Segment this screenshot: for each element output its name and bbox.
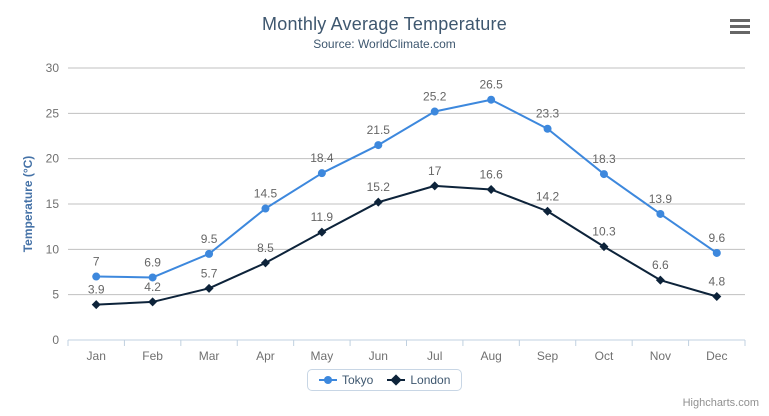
data-point[interactable] xyxy=(204,283,214,293)
y-axis-tick-label: 25 xyxy=(46,106,60,120)
data-point[interactable] xyxy=(712,248,721,257)
x-axis-tick-label: Mar xyxy=(199,349,220,363)
legend-item-london[interactable]: London xyxy=(387,373,450,387)
data-point[interactable] xyxy=(712,291,722,301)
data-point[interactable] xyxy=(655,275,665,285)
data-label: 21.5 xyxy=(367,123,391,137)
data-label: 14.5 xyxy=(254,187,278,201)
data-label: 9.5 xyxy=(201,232,218,246)
x-axis-tick-label: Jan xyxy=(87,349,106,363)
data-label: 16.6 xyxy=(479,167,503,181)
data-label: 4.2 xyxy=(144,280,161,294)
y-axis-tick-label: 15 xyxy=(46,197,60,211)
data-point[interactable] xyxy=(430,107,439,116)
data-label: 6.9 xyxy=(144,255,161,269)
data-point[interactable] xyxy=(543,206,553,216)
x-axis-tick-label: Jun xyxy=(369,349,388,363)
series-lines xyxy=(95,98,718,306)
menu-bar-middle xyxy=(730,24,750,28)
data-point[interactable] xyxy=(91,300,101,310)
x-axis-tick-label: Feb xyxy=(142,349,163,363)
data-point[interactable] xyxy=(317,227,327,237)
y-axis-tick-labels: 0 5 10 15 20 25 30 xyxy=(46,61,60,347)
data-label: 15.2 xyxy=(367,180,391,194)
data-point[interactable] xyxy=(260,258,270,268)
y-axis-tick-label: 5 xyxy=(52,288,59,302)
x-axis-tick-labels: Jan Feb Mar Apr May Jun Jul Aug Sep Oct Nov Dec xyxy=(87,349,728,363)
y-axis-tick-label: 30 xyxy=(46,61,60,75)
data-label: 9.6 xyxy=(708,231,725,245)
chart-title: Monthly Average Temperature xyxy=(262,14,507,34)
data-label: 18.4 xyxy=(310,151,334,165)
series-line-london[interactable] xyxy=(95,184,718,306)
data-point[interactable] xyxy=(92,272,101,281)
x-axis-tick-label: Nov xyxy=(650,349,671,363)
data-point[interactable] xyxy=(373,197,383,207)
data-label: 10.3 xyxy=(592,225,616,239)
data-label: 8.5 xyxy=(257,241,274,255)
data-label: 13.9 xyxy=(649,192,673,206)
series-line-tokyo[interactable] xyxy=(95,98,718,279)
data-label: 5.7 xyxy=(201,266,218,280)
data-point[interactable] xyxy=(317,169,326,178)
legend-item-label: Tokyo xyxy=(342,373,374,387)
data-point[interactable] xyxy=(261,204,270,213)
x-axis-tick-label: Apr xyxy=(256,349,275,363)
data-point[interactable] xyxy=(656,209,665,218)
data-point[interactable] xyxy=(148,297,158,307)
data-label: 6.6 xyxy=(652,258,669,272)
y-axis-tick-label: 0 xyxy=(52,333,59,347)
data-point[interactable] xyxy=(487,95,496,104)
x-axis-tick-label: Dec xyxy=(706,349,727,363)
data-label: 26.5 xyxy=(479,78,503,92)
data-point[interactable] xyxy=(599,242,609,252)
diamond-marker-icon xyxy=(387,374,406,386)
credits-link[interactable]: Highcharts.com xyxy=(682,397,759,409)
data-point[interactable] xyxy=(374,141,383,150)
chart-subtitle: Source: WorldClimate.com xyxy=(313,37,456,51)
data-label: 17 xyxy=(428,164,442,178)
data-label: 18.3 xyxy=(592,152,616,166)
circle-marker-icon xyxy=(319,374,337,386)
x-axis-tick-label: Jul xyxy=(427,349,442,363)
x-axis-tick-label: May xyxy=(311,349,334,363)
data-point[interactable] xyxy=(205,249,214,258)
data-label: 3.9 xyxy=(88,283,105,297)
y-axis-title: Temperature (°C) xyxy=(21,156,35,253)
x-axis-tick-label: Oct xyxy=(595,349,614,363)
data-point[interactable] xyxy=(543,124,552,133)
series-points xyxy=(91,95,722,310)
gridlines xyxy=(68,67,745,341)
data-point[interactable] xyxy=(430,181,440,191)
data-label: 14.2 xyxy=(536,189,560,203)
y-axis-tick-label: 20 xyxy=(46,152,60,166)
data-label: 4.8 xyxy=(708,274,725,288)
data-point[interactable] xyxy=(148,273,157,282)
x-axis-tick-label: Sep xyxy=(537,349,559,363)
series-data-labels: 7 6.9 9.5 14.5 18.4 21.5 25.2 26.5 23.3 18.3 13.9 9… xyxy=(88,78,726,297)
data-label: 23.3 xyxy=(536,107,560,121)
data-point[interactable] xyxy=(486,184,496,194)
legend: Tokyo London xyxy=(307,369,463,391)
x-axis-tick-label: Aug xyxy=(480,349,501,363)
data-label: 25.2 xyxy=(423,90,447,104)
legend-item-label: London xyxy=(410,373,451,387)
menu-bar-top xyxy=(730,18,750,22)
legend-item-tokyo[interactable]: Tokyo xyxy=(319,373,373,387)
menu-bar-bottom xyxy=(730,30,750,34)
x-axis xyxy=(67,339,746,346)
data-label: 7 xyxy=(93,255,100,269)
hamburger-menu-icon[interactable] xyxy=(728,15,752,37)
data-point[interactable] xyxy=(599,170,608,179)
data-label: 11.9 xyxy=(311,210,334,224)
y-axis-tick-label: 10 xyxy=(46,242,60,256)
